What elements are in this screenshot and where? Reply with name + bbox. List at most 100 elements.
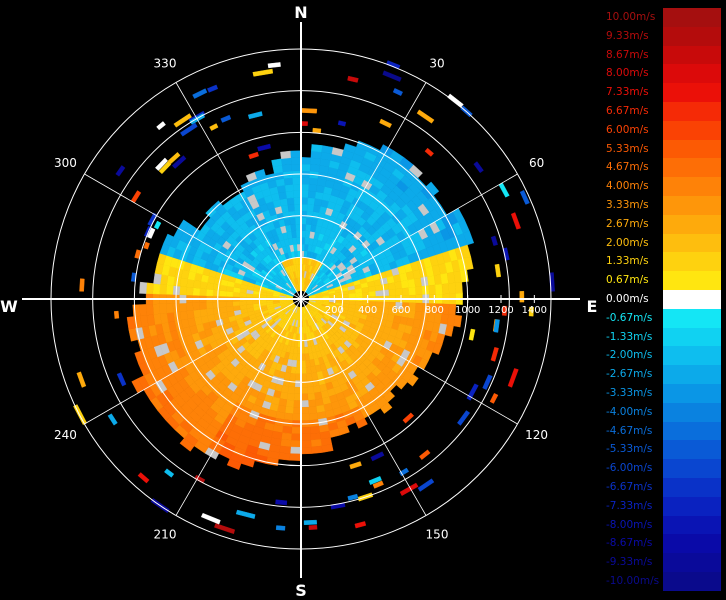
velocity-cell	[307, 190, 317, 199]
velocity-cell	[349, 461, 362, 470]
azimuth-label-330: 330	[154, 56, 177, 70]
color-legend: 10.00m/s 9.33m/s 8.67m/s 8.00m/s 7.33m/s 6.67…	[606, 8, 721, 592]
velocity-cell	[290, 157, 302, 165]
velocity-cell	[502, 247, 510, 261]
velocity-cell	[381, 289, 390, 297]
velocity-cell	[355, 292, 363, 298]
velocity-cell	[287, 386, 296, 395]
velocity-cell	[232, 305, 241, 312]
velocity-cell	[328, 295, 337, 299]
legend-label: -8.67m/s	[606, 537, 653, 550]
velocity-cell	[308, 412, 319, 421]
velocity-cell	[252, 300, 260, 305]
velocity-cell	[225, 290, 234, 297]
velocity-cell	[490, 347, 499, 362]
velocity-cell	[113, 310, 120, 319]
velocity-cell	[212, 307, 221, 315]
velocity-cell	[435, 283, 443, 295]
velocity-cell	[194, 474, 206, 484]
velocity-cell	[311, 445, 323, 454]
velocity-cell	[415, 286, 423, 296]
velocity-cell	[380, 402, 393, 414]
velocity-cell	[400, 279, 409, 289]
velocity-cell	[192, 302, 201, 311]
legend-swatch	[663, 177, 721, 197]
velocity-cell	[209, 123, 219, 131]
range-label-1000: 1000	[455, 305, 480, 316]
velocity-cell	[309, 164, 321, 173]
velocity-cell	[300, 190, 309, 198]
velocity-cell	[388, 288, 397, 297]
velocity-cell	[205, 288, 214, 297]
velocity-cell	[292, 237, 298, 245]
legend-swatch	[663, 553, 721, 573]
axis-lines	[22, 22, 580, 578]
velocity-cell	[145, 282, 154, 295]
legend-label: 4.67m/s	[606, 161, 649, 174]
velocity-cell	[107, 413, 118, 426]
velocity-cell	[300, 426, 311, 435]
legend-swatch	[663, 402, 721, 423]
velocity-cell	[300, 163, 311, 172]
velocity-cell	[379, 118, 392, 129]
velocity-cell	[291, 426, 302, 435]
azimuth-spoke	[300, 173, 518, 300]
velocity-cell	[305, 359, 311, 368]
velocity-cell	[283, 177, 294, 186]
velocity-cell	[278, 452, 291, 461]
legend-swatch	[663, 252, 721, 272]
legend-swatch	[663, 120, 721, 141]
velocity-cell	[387, 282, 396, 291]
azimuth-label-30: 30	[429, 56, 444, 70]
velocity-cell	[347, 493, 359, 501]
velocity-cell	[139, 281, 148, 294]
velocity-cell	[280, 150, 292, 159]
velocity-cell	[310, 157, 321, 166]
velocity-cell	[308, 177, 319, 186]
velocity-cell	[308, 184, 318, 192]
legend-swatch	[663, 365, 721, 385]
azimuth-spoke	[175, 298, 302, 516]
velocity-cell	[153, 272, 162, 285]
velocity-cell	[232, 300, 240, 307]
legend-label: -0.67m/s	[606, 311, 653, 324]
radar-plot: N E S W 30 60 120 150 210 240 300 330 200 400 600…	[0, 3, 597, 600]
velocity-cell	[286, 197, 295, 206]
legend-label: 2.00m/s	[606, 236, 649, 249]
legend-label: 2.67m/s	[606, 217, 649, 230]
velocity-cell	[289, 453, 302, 461]
velocity-cell	[284, 184, 294, 192]
legend-swatch	[663, 83, 721, 103]
velocity-cell	[381, 301, 390, 309]
velocity-cell	[375, 290, 383, 297]
velocity-cell	[145, 303, 154, 316]
legend-swatch	[663, 327, 721, 347]
legend-swatch	[663, 496, 721, 517]
legend-swatch	[663, 139, 721, 159]
azimuth-label-210: 210	[154, 528, 177, 542]
legend-swatch	[663, 8, 721, 28]
legend-swatch	[663, 45, 721, 65]
velocity-cell	[528, 306, 534, 317]
velocity-cell	[152, 283, 161, 295]
legend-label: -3.33m/s	[606, 387, 653, 399]
velocity-cell	[347, 75, 359, 83]
velocity-cell	[401, 287, 410, 296]
velocity-cell	[361, 286, 370, 293]
azimuth-label-300: 300	[54, 156, 77, 170]
velocity-cell	[293, 197, 302, 205]
legend-swatch	[663, 271, 721, 291]
velocity-cell	[115, 165, 126, 177]
legend-label: 8.67m/s	[606, 48, 649, 61]
velocity-cell	[300, 446, 313, 455]
legend-swatch	[663, 478, 721, 498]
legend-label: -6.00m/s	[606, 462, 653, 475]
velocity-cell	[457, 410, 471, 426]
velocity-cell	[374, 284, 383, 292]
velocity-cell	[116, 372, 127, 387]
legend-swatch	[663, 158, 721, 178]
legend-label: 1.33m/s	[606, 255, 649, 268]
velocity-cell	[267, 62, 281, 69]
velocity-cell	[186, 310, 195, 320]
velocity-cell	[292, 183, 302, 192]
